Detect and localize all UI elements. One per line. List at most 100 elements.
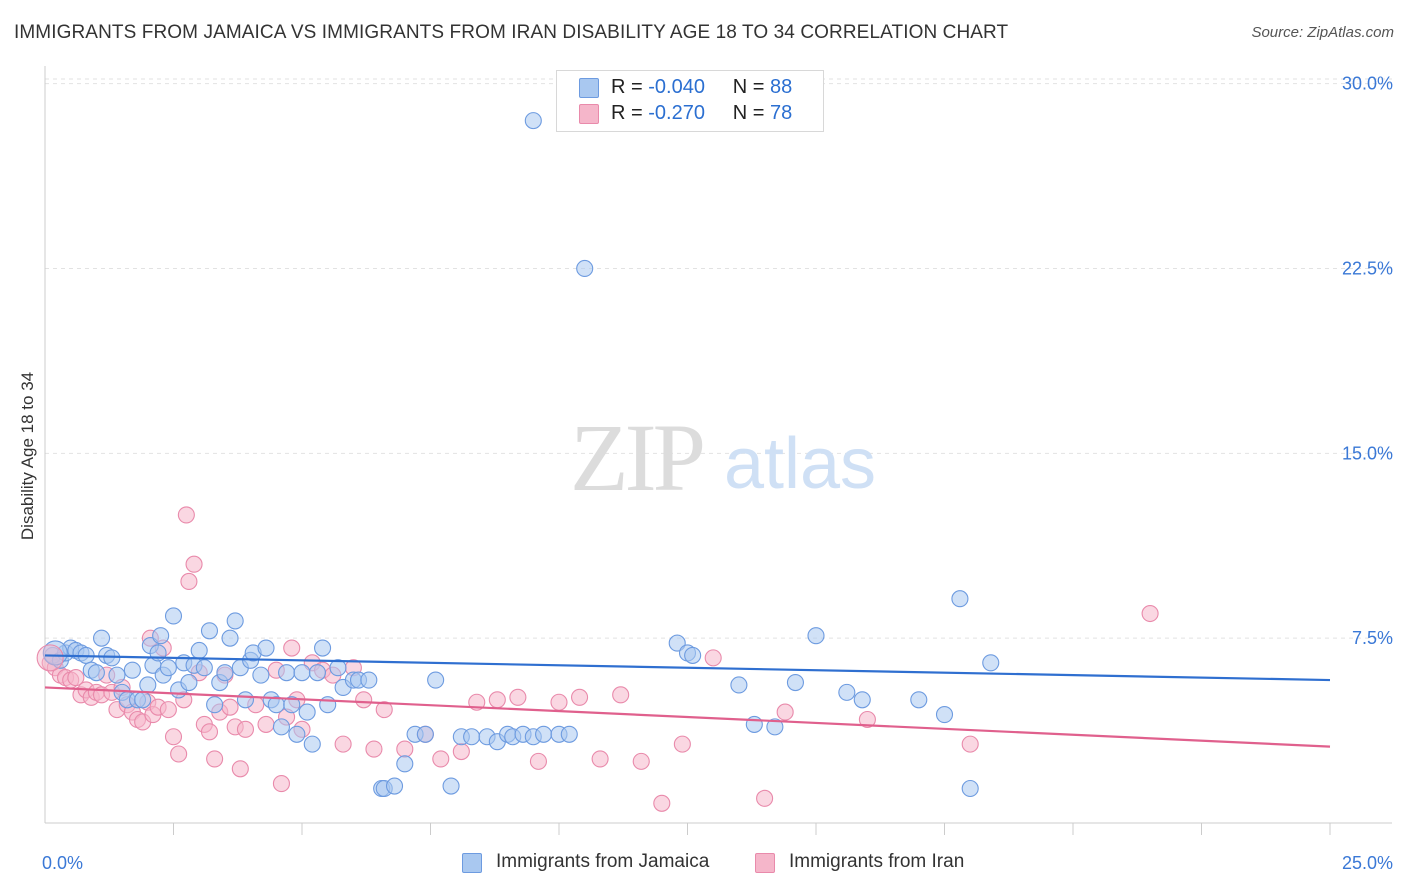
x-tick-label: 0.0% xyxy=(42,853,83,873)
jamaica-point xyxy=(442,777,460,795)
iran-point xyxy=(591,750,609,768)
jamaica-point xyxy=(560,725,578,743)
jamaica-point xyxy=(360,671,378,689)
jamaica-point xyxy=(221,629,239,647)
jamaica-point xyxy=(396,755,414,773)
jamaica-point xyxy=(463,728,481,746)
iran-point xyxy=(67,669,85,687)
jamaica-point xyxy=(159,659,177,677)
iran-point xyxy=(375,701,393,719)
iran-point xyxy=(509,688,527,706)
legend-n-value-jamaica: 88 xyxy=(770,76,793,98)
iran-point xyxy=(961,735,979,753)
jamaica-point xyxy=(853,691,871,709)
jamaica-point xyxy=(535,725,553,743)
source-credit: Source: ZipAtlas.com xyxy=(1251,24,1394,41)
watermark: ZIP atlas xyxy=(570,404,876,511)
jamaica-point xyxy=(303,735,321,753)
legend-swatch-iran xyxy=(579,104,599,124)
jamaica-point xyxy=(257,639,275,657)
iran-point xyxy=(221,698,239,716)
iran-point xyxy=(180,572,198,591)
trend-line-jamaica xyxy=(44,654,1331,682)
jamaica-point xyxy=(278,664,296,682)
jamaica-point xyxy=(935,706,954,724)
jamaica-point xyxy=(982,654,1000,672)
jamaica-point xyxy=(314,639,332,657)
jamaica-point xyxy=(134,691,152,709)
legend-r-value-iran: -0.270 xyxy=(648,102,705,124)
jamaica-point xyxy=(961,779,979,798)
jamaica-point xyxy=(766,718,784,736)
y-tick-label: 22.5% xyxy=(1342,258,1393,278)
jamaica-point xyxy=(416,725,434,743)
iran-point xyxy=(756,789,774,807)
iran-point xyxy=(653,794,671,812)
iran-point xyxy=(177,506,195,524)
legend-n-label: N = xyxy=(732,102,765,124)
iran-point xyxy=(200,723,219,741)
legend-n-label: N = xyxy=(732,76,765,98)
jamaica-point xyxy=(910,691,928,709)
jamaica-point xyxy=(786,673,804,692)
jamaica-point xyxy=(319,696,337,714)
iran-point xyxy=(164,728,183,746)
jamaica-point xyxy=(329,659,347,677)
jamaica-point xyxy=(684,646,702,664)
iran-point xyxy=(396,740,414,758)
series-swatch-iran xyxy=(755,853,775,873)
iran-point xyxy=(283,639,301,657)
iran-point xyxy=(432,750,450,768)
iran-point xyxy=(673,735,691,753)
jamaica-point xyxy=(838,683,856,701)
jamaica-point xyxy=(730,676,748,694)
iran-point xyxy=(365,740,383,758)
jamaica-point xyxy=(576,259,594,278)
grid-lines xyxy=(45,78,1392,639)
correlation-legend: R = -0.040 N = 88 R = -0.270 N = 78 xyxy=(556,70,824,132)
iran-point xyxy=(206,750,224,768)
iran-point xyxy=(272,775,290,793)
jamaica-point-cluster xyxy=(42,640,68,666)
jamaica-point xyxy=(206,696,224,714)
iran-point xyxy=(488,691,506,709)
watermark-zip: ZIP xyxy=(570,404,703,511)
jamaica-point xyxy=(283,696,301,714)
jamaica-point xyxy=(92,629,111,647)
series-swatch-jamaica xyxy=(462,853,482,873)
iran-point xyxy=(632,752,650,770)
y-tick-label: 7.5% xyxy=(1352,628,1393,648)
iran-point xyxy=(529,752,547,770)
jamaica-point xyxy=(298,703,316,721)
jamaica-point xyxy=(807,627,825,645)
iran-point xyxy=(185,555,203,573)
iran-point xyxy=(355,691,373,709)
jamaica-point xyxy=(190,641,208,660)
iran-point xyxy=(452,742,470,761)
tick-labels: 7.5% 15.0% 22.5% 30.0% 0.0% 25.0% xyxy=(42,74,1393,873)
axes xyxy=(44,66,1392,835)
jamaica-point xyxy=(293,664,311,682)
jamaica-point xyxy=(216,664,234,682)
iran-point xyxy=(550,693,568,711)
jamaica-point xyxy=(164,607,183,625)
y-tick-label: 15.0% xyxy=(1342,443,1393,463)
chart-title: IMMIGRANTS FROM JAMAICA VS IMMIGRANTS FR… xyxy=(14,22,1009,43)
data-points xyxy=(36,112,1159,812)
iran-point xyxy=(159,701,177,719)
jamaica-point xyxy=(200,622,219,640)
trend-lines xyxy=(44,654,1331,748)
x-tick-label: 25.0% xyxy=(1342,853,1393,873)
jamaica-point xyxy=(139,676,157,694)
legend-text-iran: R = -0.270 N = 78 xyxy=(611,102,792,125)
jamaica-point xyxy=(951,590,969,608)
jamaica-point xyxy=(180,673,198,692)
legend-text-jamaica: R = -0.040 N = 88 xyxy=(611,76,792,99)
jamaica-point xyxy=(524,112,542,130)
jamaica-point xyxy=(272,718,290,736)
legend-swatch-jamaica xyxy=(579,78,599,98)
watermark-atlas: atlas xyxy=(724,424,876,504)
iran-point xyxy=(257,715,275,733)
iran-point xyxy=(612,686,630,704)
